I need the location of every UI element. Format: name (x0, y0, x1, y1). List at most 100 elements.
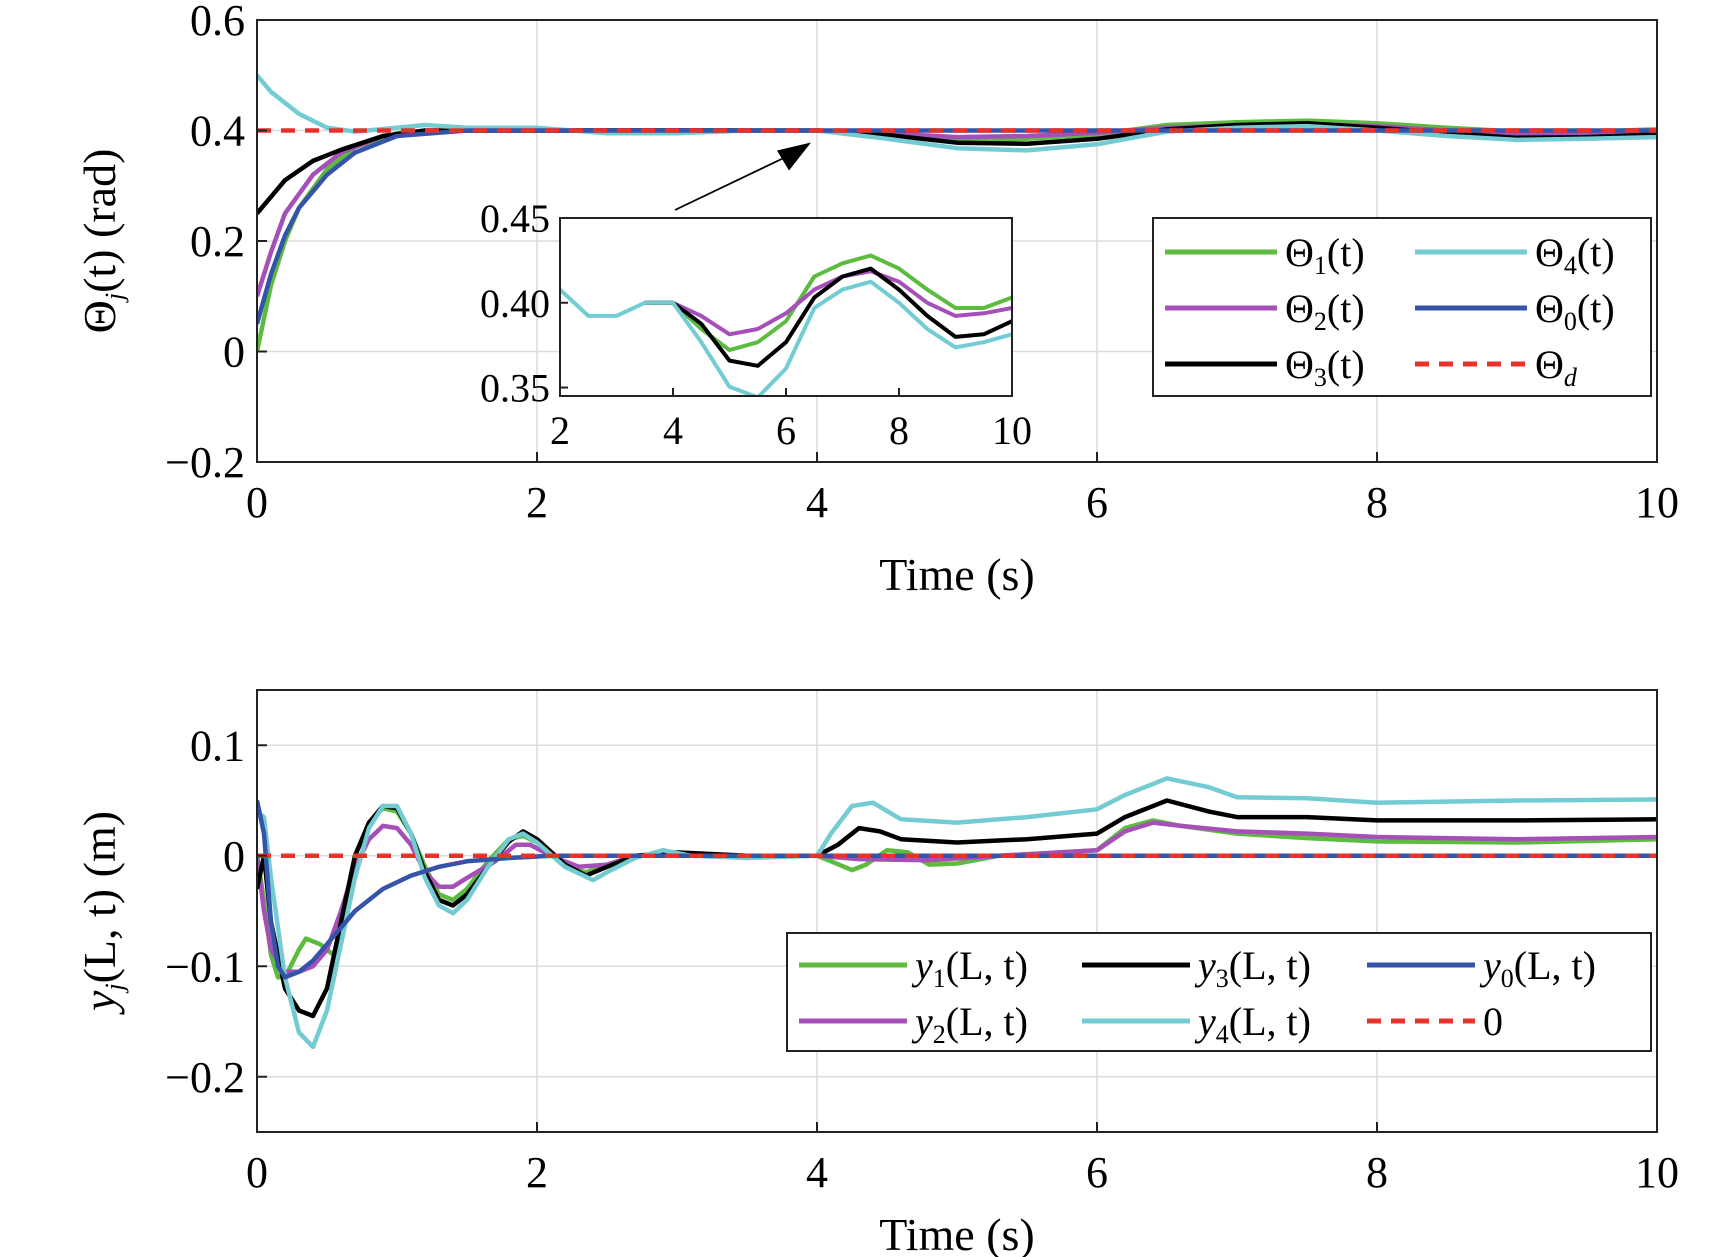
top-legend-label-2-sub: 2 (1314, 307, 1327, 336)
top-ylabel-main: Θ (74, 300, 125, 333)
inset-ytick-label: 0.40 (480, 281, 550, 326)
bottom-legend-label-4-sub: 4 (1216, 1020, 1229, 1049)
bottom-legend-label-2-rest: (L, t) (1514, 943, 1596, 988)
bottom-ytick-label: 0.1 (190, 721, 245, 770)
bottom-ylabel-group: yj(L, t) (m) (74, 811, 129, 1015)
top-legend-label-2: Θ2(t) (1285, 286, 1365, 336)
top-legend-label-0: Θ1(t) (1285, 230, 1365, 280)
bottom-ytick-label: −0.1 (165, 942, 245, 991)
top-xtick-label: 10 (1635, 478, 1679, 527)
bottom-series-3 (257, 776, 1657, 1050)
inset-xtick-label: 10 (992, 408, 1032, 453)
top-ytick-label: 0.4 (190, 107, 245, 156)
bottom-legend-label-3-rest: (L, t) (946, 999, 1028, 1044)
bottom-legend-label-0-main: y (911, 943, 933, 988)
inset-xtick-label: 6 (776, 408, 796, 453)
top-ytick-label: 0.2 (190, 217, 245, 266)
top-legend-label-5-sub: d (1564, 363, 1578, 392)
bottom-legend-label-1-main: y (1194, 943, 1216, 988)
top-legend-label-4-rest: (t) (1327, 342, 1365, 387)
bottom-legend-label-1: y3(L, t) (1194, 943, 1311, 993)
bottom-legend-label-0-sub: 1 (933, 964, 946, 993)
top-legend-label-1-main: Θ (1535, 230, 1564, 275)
top-xtick-label: 4 (806, 478, 828, 527)
bottom-legend-label-1-rest: (L, t) (1229, 943, 1311, 988)
top-legend-label-1: Θ4(t) (1535, 230, 1615, 280)
top-legend-label-4-sub: 3 (1314, 363, 1327, 392)
top-legend-label-4-main: Θ (1285, 342, 1314, 387)
bottom-ylabel-main: y (74, 990, 125, 1015)
inset-series-2 (644, 266, 1012, 368)
bottom-ylabel: yj(L, t) (m) (74, 811, 129, 1015)
top-legend-label-0-main: Θ (1285, 230, 1314, 275)
bottom-ytick-label: 0 (223, 832, 245, 881)
inset-plot: 2 4 6 8 10 0.35 0.40 0.45 (480, 196, 1032, 453)
top-legend-label-3-sub: 0 (1564, 307, 1577, 336)
inset-ytick-label: 0.45 (480, 196, 550, 241)
bottom-legend-label-5-main: 0 (1483, 999, 1503, 1044)
top-legend-label-0-rest: (t) (1327, 230, 1365, 275)
top-legend-label-3-main: Θ (1535, 286, 1564, 331)
top-xlabel: Time (s) (879, 549, 1035, 600)
bottom-xtick-label: 0 (246, 1148, 268, 1197)
inset-xtick-label: 8 (889, 408, 909, 453)
top-ylabel-rest: (t) (rad) (74, 149, 125, 293)
bottom-xtick-label: 10 (1635, 1148, 1679, 1197)
top-legend-label-2-main: Θ (1285, 286, 1314, 331)
inset-series-3 (560, 279, 1012, 396)
inset-xtick-label: 4 (663, 408, 683, 453)
bottom-legend-label-3: y2(L, t) (911, 999, 1028, 1049)
top-legend-label-0-sub: 1 (1314, 251, 1327, 280)
zoom-arrow-head (777, 142, 811, 171)
bottom-xtick-label: 8 (1366, 1148, 1388, 1197)
bottom-legend-label-1-sub: 3 (1216, 964, 1229, 993)
bottom-legend (786, 932, 1652, 1052)
bottom-ylabel-rest: (L, t) (m) (74, 811, 125, 983)
bottom-legend-label-2-sub: 0 (1501, 964, 1514, 993)
bottom-legend-label-4: y4(L, t) (1194, 999, 1311, 1049)
top-xtick-label: 2 (526, 478, 548, 527)
bottom-xlabel: Time (s) (879, 1209, 1035, 1257)
bottom-legend-label-2: y0(L, t) (1479, 943, 1596, 993)
bottom-xtick-label: 6 (1086, 1148, 1108, 1197)
top-legend-label-5-main: Θ (1535, 342, 1564, 387)
top-legend-label-2-rest: (t) (1327, 286, 1365, 331)
bottom-legend-label-4-rest: (L, t) (1229, 999, 1311, 1044)
top-legend-label-5: Θd (1535, 342, 1578, 392)
bottom-ytick-label: −0.2 (165, 1053, 245, 1102)
bottom-xtick-label: 4 (806, 1148, 828, 1197)
bottom-ylabel-sub: j (100, 983, 129, 993)
bottom-xtick-label: 2 (526, 1148, 548, 1197)
top-ytick-label: −0.2 (165, 438, 245, 487)
inset-xtick-label: 2 (550, 408, 570, 453)
top-ytick-label: 0.6 (190, 0, 245, 45)
top-legend-label-3: Θ0(t) (1535, 286, 1615, 336)
bottom-frame (256, 689, 1658, 1133)
top-ylabel-sub: j (100, 293, 129, 303)
top-ytick-label: 0 (223, 328, 245, 377)
zoom-arrow-line (674, 153, 792, 211)
bottom-legend-label-2-main: y (1479, 943, 1501, 988)
inset-ytick-label: 0.35 (480, 366, 550, 411)
bottom-legend-label-0-rest: (L, t) (946, 943, 1028, 988)
bottom-plot-area (257, 690, 1657, 1132)
inset-series-1 (644, 269, 1012, 337)
bottom-legend-label-0: y1(L, t) (911, 943, 1028, 993)
bottom-series-4 (257, 800, 1657, 980)
bottom-legend-label-3-sub: 2 (933, 1020, 946, 1049)
bottom-series-1 (257, 820, 1657, 975)
top-legend-label-1-sub: 4 (1564, 251, 1577, 280)
top-legend-label-4: Θ3(t) (1285, 342, 1365, 392)
top-legend-label-1-rest: (t) (1577, 230, 1615, 275)
bottom-legend-label-4-main: y (1194, 999, 1216, 1044)
bottom-legend-label-5: 0 (1483, 999, 1503, 1044)
top-legend-label-3-rest: (t) (1577, 286, 1615, 331)
top-xtick-label: 0 (246, 478, 268, 527)
top-series-4 (257, 128, 1657, 325)
top-ylabel: Θj(t) (rad) (74, 149, 129, 334)
top-xtick-label: 6 (1086, 478, 1108, 527)
bottom-legend-label-3-main: y (911, 999, 933, 1044)
